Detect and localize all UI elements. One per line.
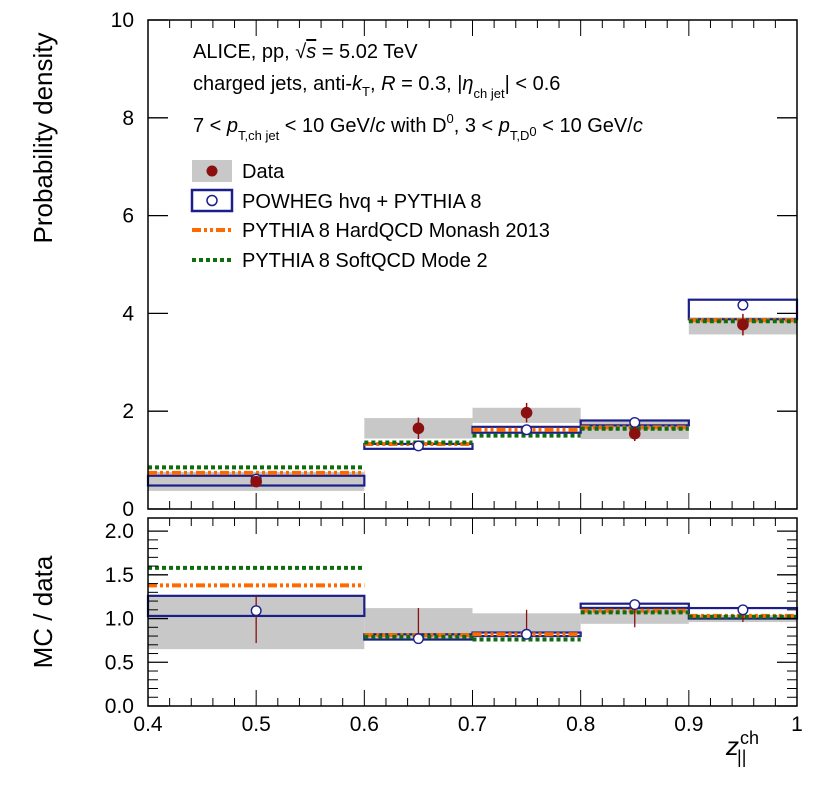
ratio-powheg-point-2 — [521, 628, 533, 640]
ratio-powheg-point-1 — [412, 633, 424, 645]
top-ytick-label-2: 4 — [122, 302, 134, 325]
top-ylabel: Probability density — [28, 33, 58, 244]
bottom-ylabel: MC / data — [28, 555, 58, 668]
powheg-point-2 — [521, 424, 533, 436]
ratio-powheg-point-3 — [629, 599, 641, 611]
legend-entry-data: Data — [192, 160, 285, 183]
bottom-ytick-label-0: 0.0 — [105, 695, 134, 718]
top-panel: 0 2 4 6 8 10 Probability density ALICE, pp, √… — [28, 9, 799, 521]
legend-softqcd-label: PYTHIA 8 SoftQCD Mode 2 — [242, 250, 488, 272]
data-point-2 — [520, 406, 533, 419]
bottom-ytick-label-1: 0.5 — [105, 651, 134, 674]
powheg-point-1 — [412, 440, 424, 452]
ratio-powheg-point-4 — [737, 604, 749, 616]
legend-data-marker — [206, 165, 218, 177]
data-point-3 — [628, 427, 641, 440]
legend-powheg-marker — [206, 194, 218, 207]
bottom-xtick-label-4: 0.8 — [566, 713, 595, 736]
annotation-line1: ALICE, pp, √s = 5.02 TeV — [193, 41, 418, 63]
powheg-point-3 — [629, 416, 641, 428]
legend: Data POWHEG hvq + PYTHIA 8 PYTHIA 8 Hard… — [190, 160, 550, 272]
top-ytick-label-0: 0 — [122, 498, 134, 521]
bottom-xtick-label-5: 0.9 — [674, 713, 703, 736]
top-ytick-label-5: 10 — [111, 9, 134, 32]
bottom-xtick-label-6: 1 — [791, 713, 803, 736]
powheg-point-4 — [737, 299, 749, 311]
bottom-xtick-label-1: 0.5 — [242, 713, 271, 736]
bottom-ytick-label-4: 2.0 — [105, 520, 134, 543]
legend-data-label: Data — [242, 161, 285, 183]
bottom-ytick-label-2: 1.0 — [105, 608, 134, 631]
bottom-xtick-label-0: 0.4 — [133, 713, 163, 736]
legend-powheg-swatch — [190, 188, 234, 213]
data-point-4 — [737, 318, 749, 331]
top-ytick-label-1: 2 — [122, 400, 134, 423]
annotation-line2: charged jets, anti-kT, R = 0.3, |ηch jet… — [193, 73, 560, 101]
annotation-line3: 7 < pT,ch jet < 10 GeV/c with D0, 3 < pT… — [193, 111, 643, 143]
bottom-xlabel: zch || — [725, 728, 759, 767]
bottom-xtick-label-3: 0.7 — [458, 713, 487, 736]
legend-entry-powheg: POWHEG hvq + PYTHIA 8 — [190, 188, 482, 213]
top-annotations: ALICE, pp, √s = 5.02 TeV charged jets, a… — [193, 41, 643, 143]
legend-entry-softqcd: PYTHIA 8 SoftQCD Mode 2 — [192, 250, 488, 272]
data-point-0 — [250, 475, 262, 488]
top-ytick-label-4: 8 — [122, 107, 134, 130]
legend-entry-hardqcd: PYTHIA 8 HardQCD Monash 2013 — [192, 220, 550, 242]
top-ytick-label-3: 6 — [122, 205, 134, 228]
bottom-panel: 0.0 0.5 1.0 1.5 2.0 0.4 0.5 0.6 0.7 0.8 0.9 1 MC / … — [28, 517, 803, 767]
bottom-ytick-label-3: 1.5 — [105, 564, 134, 587]
legend-powheg-label: POWHEG hvq + PYTHIA 8 — [242, 191, 482, 213]
bottom-xtick-label-2: 0.6 — [350, 713, 379, 736]
ratio-powheg-point-0 — [250, 605, 262, 617]
legend-hardqcd-label: PYTHIA 8 HardQCD Monash 2013 — [242, 220, 550, 242]
data-point-1 — [412, 422, 425, 435]
